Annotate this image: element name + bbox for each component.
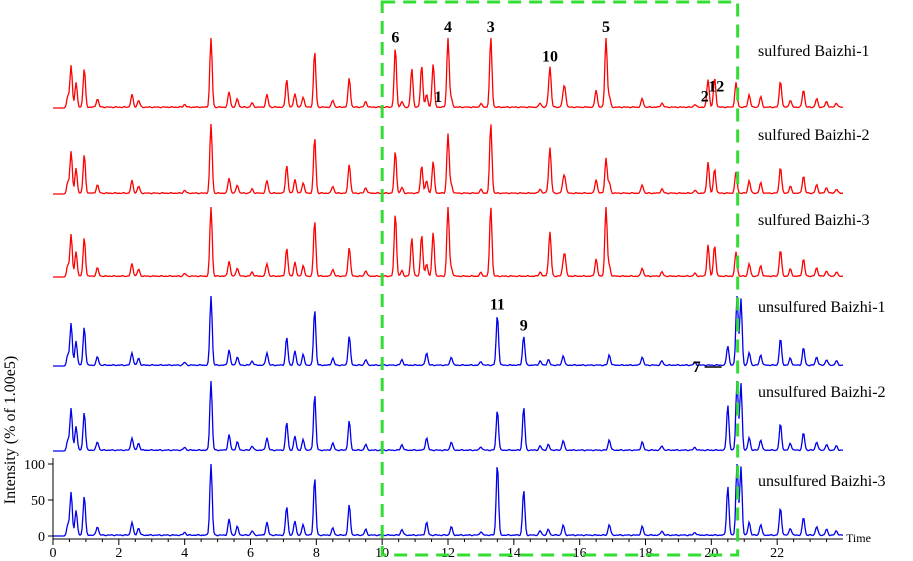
series-line bbox=[53, 206, 843, 278]
x-tick-label: 0 bbox=[50, 546, 57, 561]
x-tick-label: 18 bbox=[639, 546, 653, 561]
series-label: unsulfured Baizhi-2 bbox=[758, 384, 886, 401]
peak-annotation: 9 bbox=[520, 318, 528, 335]
x-tick-label: 16 bbox=[573, 546, 587, 561]
peak-annotation: 4 bbox=[444, 19, 452, 36]
series-line bbox=[53, 37, 844, 109]
peak-annotation: 11 bbox=[490, 297, 505, 314]
series-label: sulfured Baizhi-3 bbox=[758, 212, 870, 229]
peak-annotation: 2 bbox=[701, 89, 709, 106]
x-tick-label: 14 bbox=[507, 546, 521, 561]
x-tick-label: 8 bbox=[313, 546, 320, 561]
series-label: sulfured Baizhi-1 bbox=[758, 43, 870, 60]
series-line bbox=[53, 295, 844, 367]
series-label: unsulfured Baizhi-1 bbox=[758, 299, 886, 316]
highlight-region bbox=[380, 0, 740, 557]
peak-annotation: 3 bbox=[487, 19, 495, 36]
x-tick-label: 4 bbox=[181, 546, 188, 561]
x-axis-label: Time bbox=[846, 531, 871, 545]
x-tick-label: 22 bbox=[770, 546, 784, 561]
peak-annotation-group: 6 4 1 3 10 5 212 11 9 7 bbox=[391, 19, 724, 376]
x-tick-label: 2 bbox=[115, 546, 122, 561]
peak-annotation: 1 bbox=[434, 89, 442, 106]
peak-annotation: 12 bbox=[708, 78, 724, 95]
y-tick-label: 0 bbox=[38, 530, 45, 545]
series-line bbox=[53, 123, 844, 195]
peak-annotation: 6 bbox=[391, 30, 399, 47]
peak-annotation: 10 bbox=[542, 48, 558, 65]
y-tick-label: 50 bbox=[31, 494, 45, 509]
trace-group bbox=[53, 37, 844, 537]
series-label: unsulfured Baizhi-3 bbox=[758, 473, 886, 490]
y-tick-label: 100 bbox=[24, 458, 45, 473]
y-axis-label: Intensity (% of 1.00e5) bbox=[2, 356, 19, 504]
series-line bbox=[53, 463, 843, 537]
peak-annotation: 5 bbox=[602, 19, 610, 36]
series-label: sulfured Baizhi-2 bbox=[758, 127, 870, 144]
series-label-group: sulfured Baizhi-1 sulfured Baizhi-2 sulfur… bbox=[758, 43, 886, 490]
x-tick-label: 6 bbox=[247, 546, 254, 561]
peak-annotation: 7 bbox=[693, 359, 701, 376]
series-line bbox=[53, 380, 844, 452]
